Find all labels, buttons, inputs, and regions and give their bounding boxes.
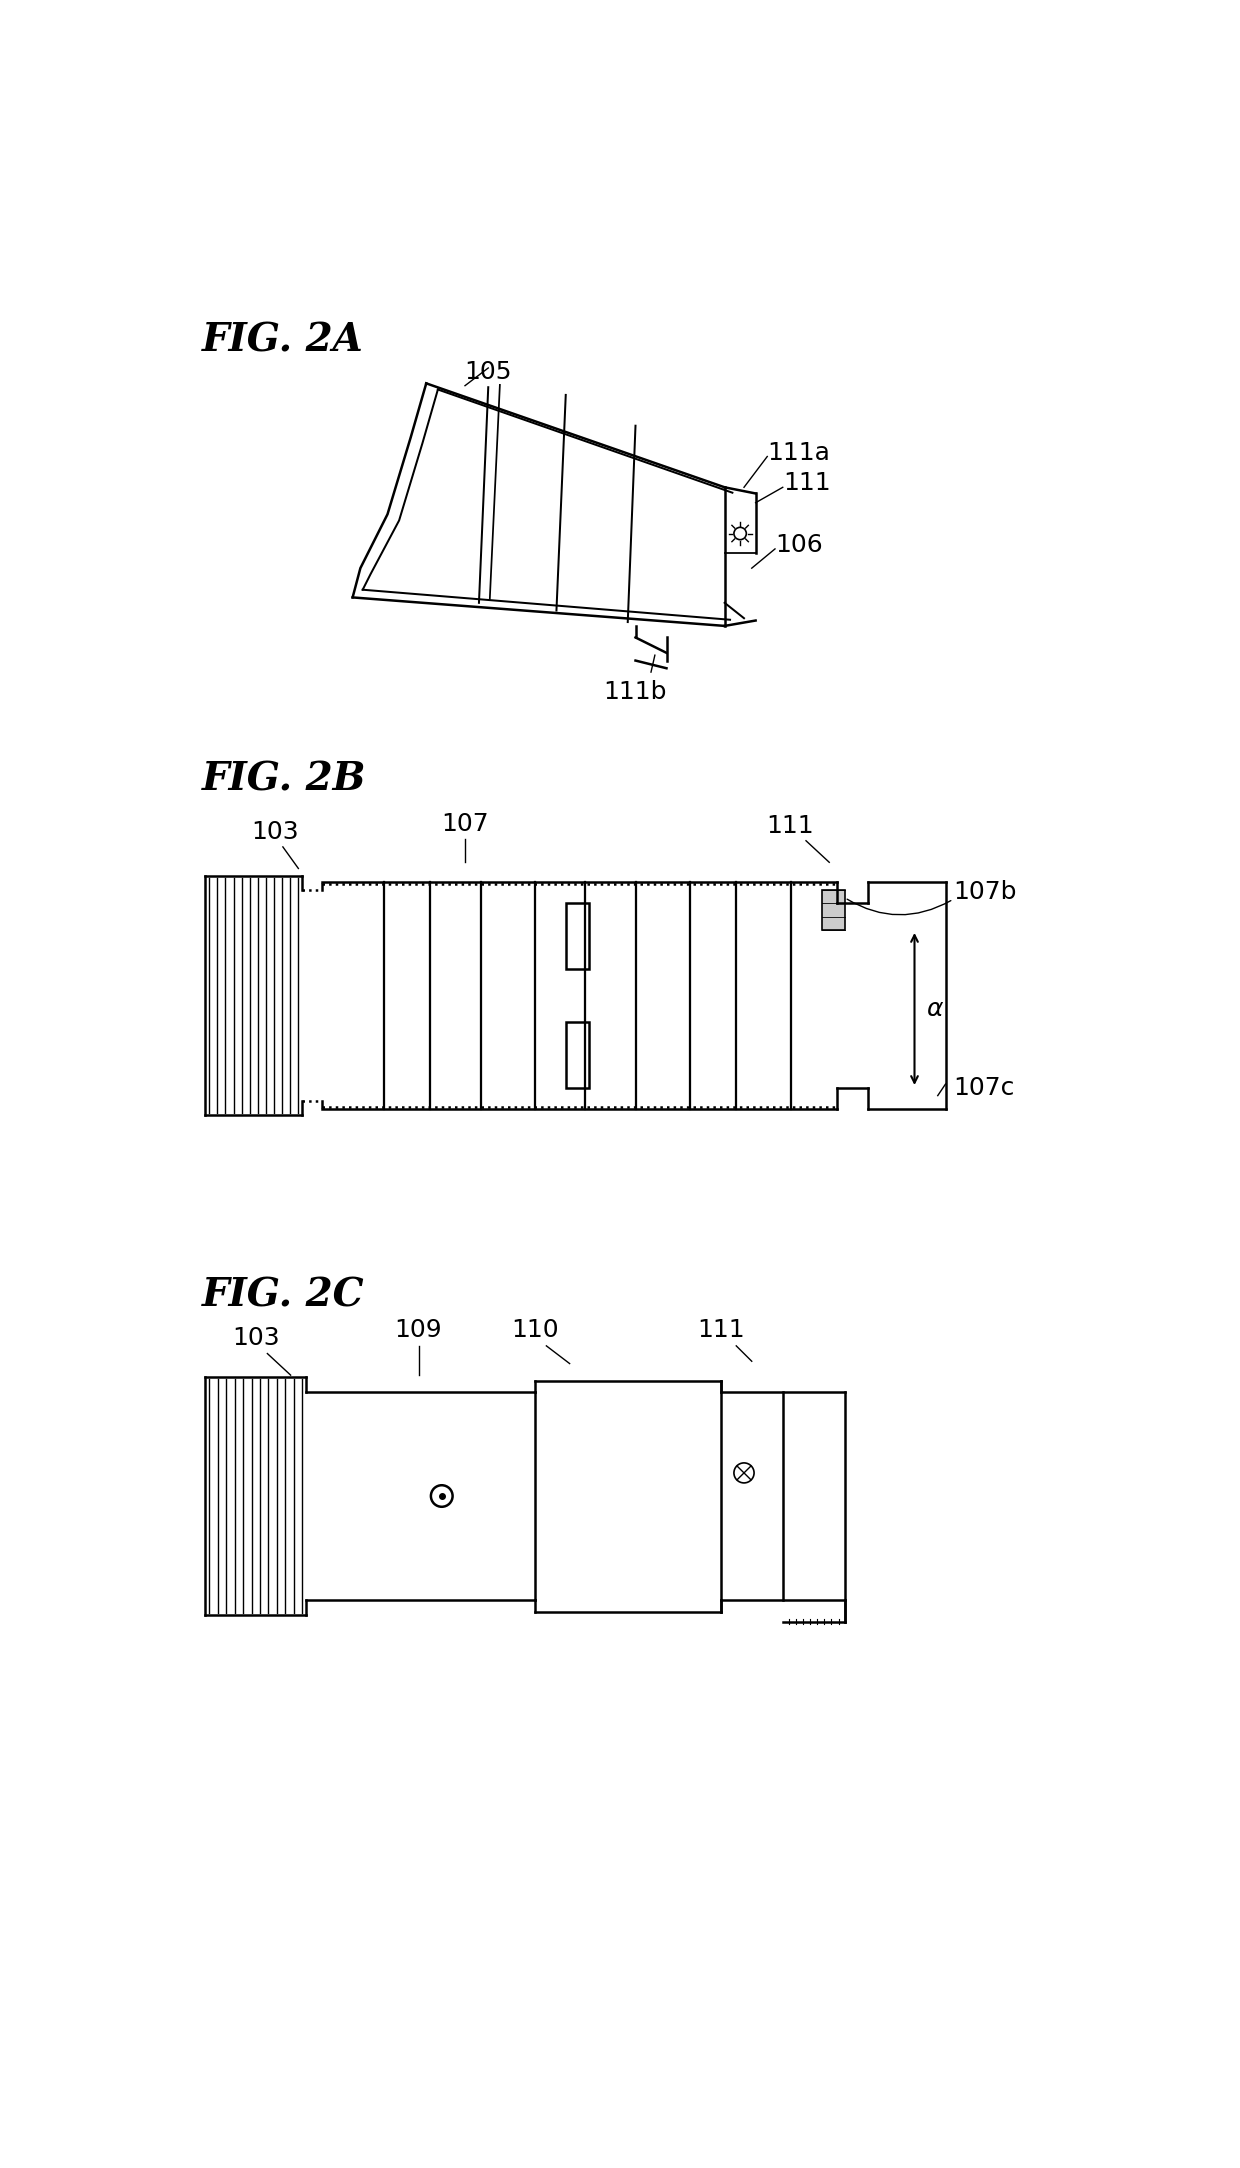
Text: 103: 103	[252, 820, 299, 843]
Text: FIG. 2B: FIG. 2B	[201, 761, 366, 798]
Text: 106: 106	[775, 533, 823, 557]
Bar	[565, 904, 589, 969]
Text: 107c: 107c	[954, 1075, 1014, 1099]
Text: 109: 109	[394, 1318, 443, 1342]
Text: 103: 103	[232, 1325, 279, 1351]
Text: 111a: 111a	[768, 440, 830, 464]
Text: FIG. 2C: FIG. 2C	[201, 1277, 365, 1314]
Text: 111: 111	[697, 1318, 744, 1342]
Text: 105: 105	[465, 360, 512, 384]
Text: 111: 111	[782, 470, 831, 496]
Text: FIG. 2A: FIG. 2A	[201, 321, 363, 360]
Text: 107: 107	[441, 813, 489, 837]
Text: 107b: 107b	[954, 880, 1017, 904]
Bar	[821, 891, 844, 930]
Text: 110: 110	[511, 1318, 558, 1342]
Text: 111b: 111b	[604, 681, 667, 705]
Text: $\alpha$: $\alpha$	[926, 997, 944, 1021]
Text: 111: 111	[766, 813, 815, 837]
Bar	[565, 1023, 589, 1088]
